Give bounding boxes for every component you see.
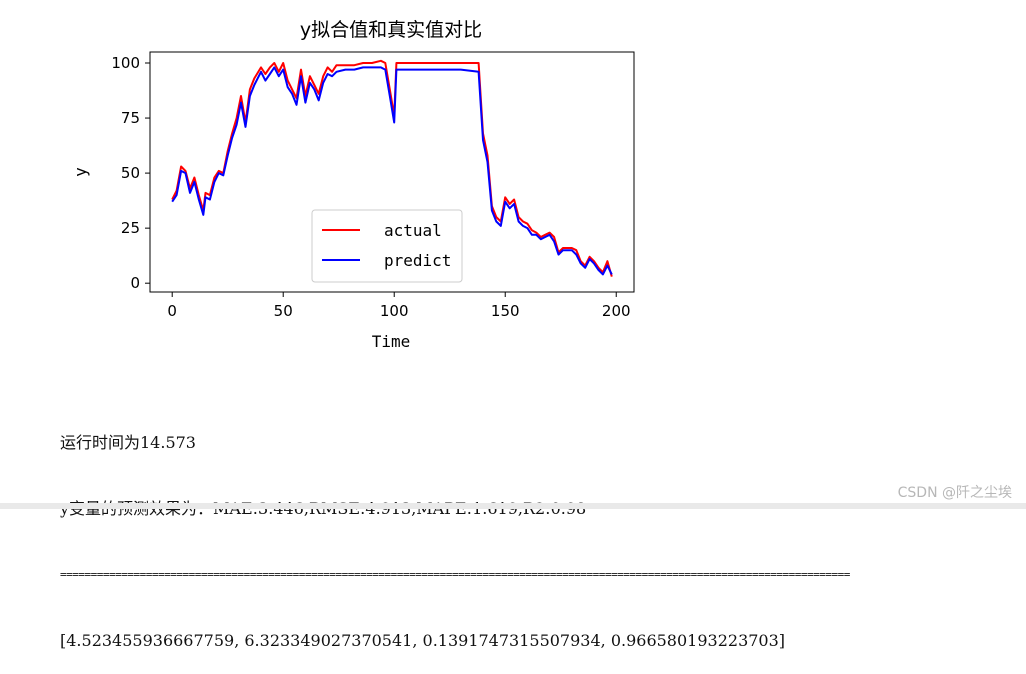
chart-legend: actual predict <box>311 209 463 283</box>
runtime-text: 运行时间为14.573 <box>60 433 196 452</box>
y-axis-label: y <box>71 167 90 177</box>
x-tick-label: 0 <box>167 302 177 320</box>
x-tick-label: 200 <box>602 302 631 320</box>
axis-ticks: 0 50 100 150 200 0 25 50 75 100 <box>111 54 630 320</box>
legend-frame <box>311 209 463 283</box>
watermark: CSDN @阡之尘埃 <box>897 485 1012 501</box>
y-tick-label: 25 <box>121 219 140 237</box>
scrollbar-track[interactable] <box>0 503 1026 509</box>
series-line-predict <box>171 66 613 276</box>
y-tick-label: 0 <box>130 274 140 292</box>
legend-label-predict: predict <box>384 251 451 270</box>
legend-label-actual: actual <box>384 221 442 240</box>
console-output: 运行时间为14.573 y变量的预测效果为：MAE:3.446,RMSE:4.9… <box>60 388 1010 674</box>
chart-title: y拟合值和真实值对比 <box>300 19 482 41</box>
y-tick-label: 100 <box>111 54 140 72</box>
line-chart: y拟合值和真实值对比 0 50 100 150 200 0 25 50 75 100 Time y… <box>71 19 635 351</box>
y-tick-label: 75 <box>121 109 140 127</box>
x-tick-label: 150 <box>491 302 520 320</box>
separator-line: ========================================… <box>60 568 850 581</box>
y-tick-label: 50 <box>121 164 140 182</box>
metrics-text: y变量的预测效果为：MAE:3.446,RMSE:4.913,MAPE:1.61… <box>60 498 1010 520</box>
plot-frame <box>149 51 635 293</box>
x-tick-label: 50 <box>274 302 293 320</box>
series-line-actual <box>171 59 613 277</box>
x-axis-label: Time <box>372 332 411 351</box>
chart-figure: y拟合值和真实值对比 0 50 100 150 200 0 25 50 75 100 Time y… <box>60 8 660 358</box>
values-list-text: [4.523455936667759, 6.323349027370541, 0… <box>60 631 786 650</box>
x-tick-label: 100 <box>380 302 409 320</box>
plot-area <box>149 51 635 293</box>
